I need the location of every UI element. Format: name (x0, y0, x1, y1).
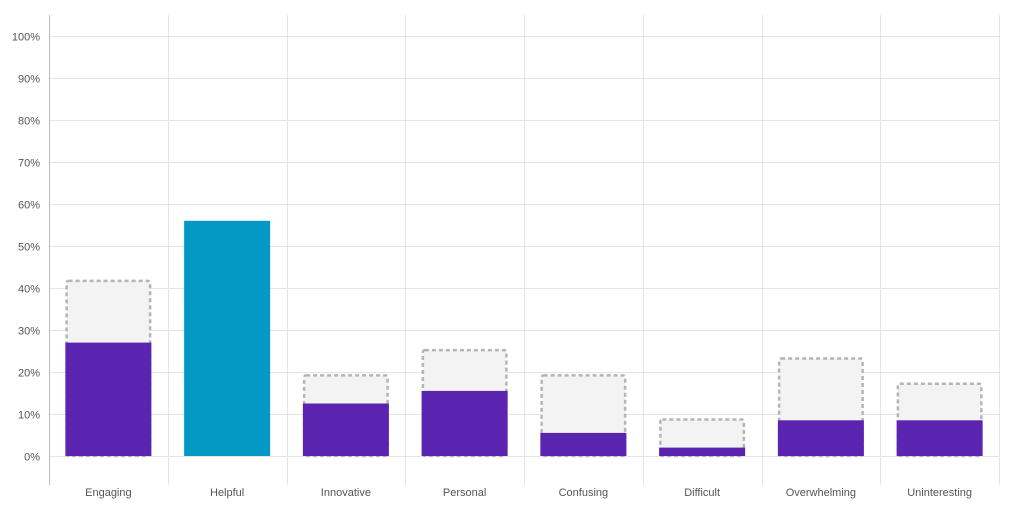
bar (302, 403, 389, 456)
y-tick-label: 100% (12, 32, 40, 44)
bar-series (65, 220, 983, 456)
bar (65, 342, 152, 456)
y-tick-label: 10% (18, 410, 40, 422)
y-tick-label: 20% (18, 368, 40, 380)
x-tick-label: Difficult (684, 487, 720, 499)
y-tick-label: 90% (18, 74, 40, 86)
x-tick-label: Overwhelming (786, 487, 856, 499)
y-tick-label: 40% (18, 284, 40, 296)
y-tick-label: 80% (18, 116, 40, 128)
x-axis-labels: Engaging Helpful Innovative Personal Confusi… (85, 487, 972, 499)
x-tick-label: Personal (443, 487, 486, 499)
y-tick-label: 0% (24, 452, 40, 464)
y-tick-label: 30% (18, 326, 40, 338)
x-tick-label: Uninteresting (907, 487, 972, 499)
y-tick-label: 50% (18, 242, 40, 254)
x-tick-label: Confusing (559, 487, 609, 499)
y-tick-label: 60% (18, 200, 40, 212)
bar (421, 390, 508, 456)
bar (540, 432, 627, 456)
x-tick-label: Innovative (321, 487, 371, 499)
y-tick-label: 70% (18, 158, 40, 170)
x-tick-label: Helpful (210, 487, 244, 499)
bar (777, 420, 864, 456)
y-axis-ticks: 0% 10% 20% 30% 40% 50% 60% 70% 80% 90% 100% (12, 32, 40, 464)
x-tick-label: Engaging (85, 487, 132, 499)
bar (896, 420, 983, 456)
bar (659, 447, 746, 456)
bar (184, 220, 271, 456)
